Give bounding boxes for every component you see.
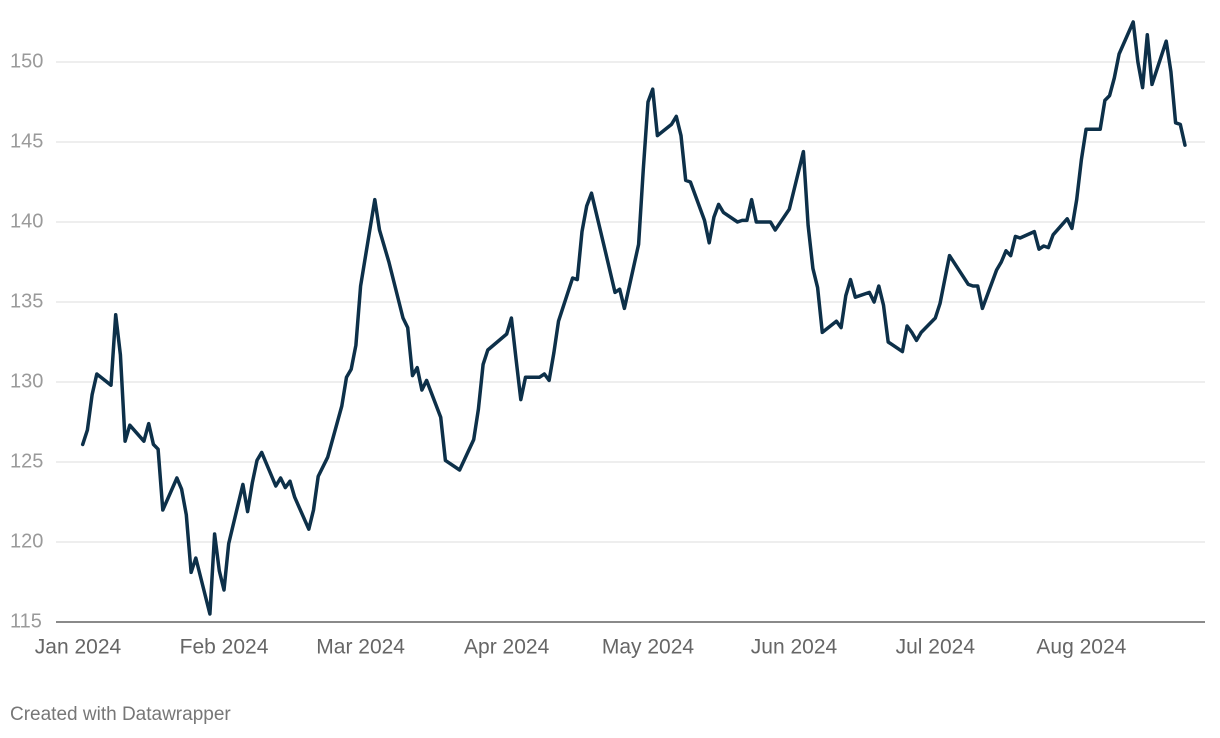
x-tick-label: Jun 2024	[751, 636, 838, 659]
y-tick-label: 120	[10, 530, 43, 552]
x-tick-label: Jul 2024	[896, 636, 976, 659]
y-tick-label: 125	[10, 450, 43, 472]
x-tick-label: May 2024	[602, 636, 695, 659]
x-tick-label: Aug 2024	[1036, 636, 1126, 659]
y-tick-label: 115	[10, 610, 42, 632]
x-tick-label: Jan 2024	[35, 636, 122, 659]
y-tick-label: 140	[10, 210, 43, 232]
line	[80, 20, 1187, 616]
y-tick-label: 145	[10, 130, 43, 152]
y-tick-label: 130	[10, 370, 43, 392]
x-tick-label: Apr 2024	[464, 636, 550, 659]
y-tick-label: 135	[10, 290, 43, 312]
footer: Created with Datawrapper	[10, 704, 231, 725]
x-tick-label: Mar 2024	[316, 636, 405, 659]
x-tick-label: Feb 2024	[180, 636, 269, 659]
y-tick-label: 150	[10, 50, 43, 72]
